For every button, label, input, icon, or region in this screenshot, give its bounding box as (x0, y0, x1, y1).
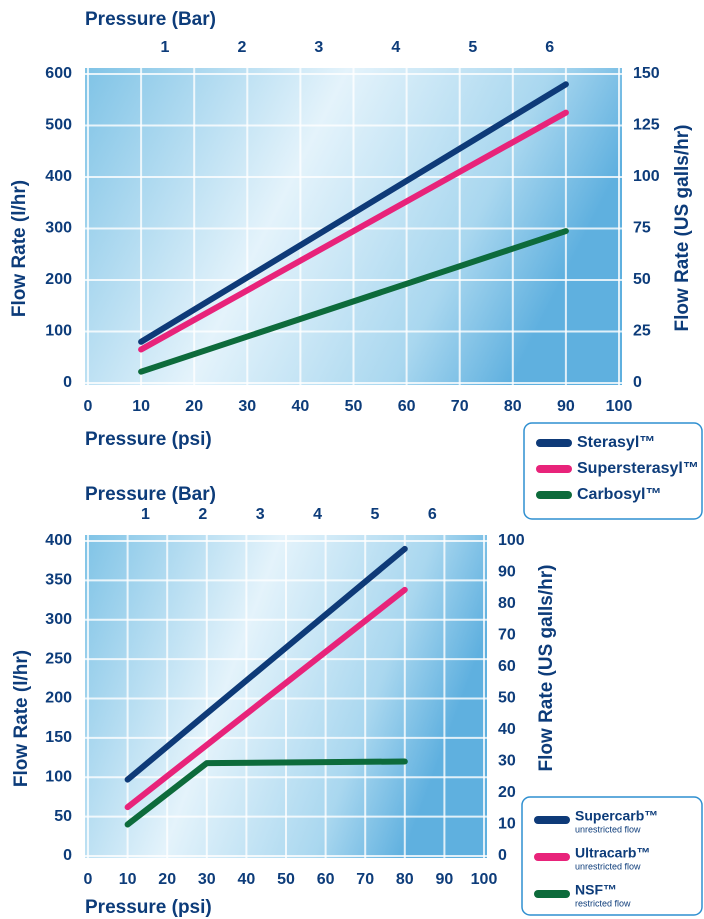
x2-tick-label: 5 (371, 506, 380, 523)
x2-tick-label: 6 (545, 39, 554, 56)
x-tick-label: 0 (84, 871, 93, 888)
x-tick-label: 50 (277, 871, 295, 888)
x-tick-label: 80 (396, 871, 414, 888)
x-tick-label: 100 (606, 398, 633, 415)
legend-label: Carbosyl™ (577, 486, 661, 503)
y-tick-label: 0 (63, 847, 72, 864)
legend-label: Ultracarb™ (575, 845, 650, 861)
y-tick-label: 150 (45, 729, 72, 746)
y2-tick-label: 150 (633, 65, 660, 82)
x2-tick-label: 1 (141, 506, 150, 523)
y2-tick-label: 80 (498, 595, 516, 612)
y-tick-label: 100 (45, 768, 72, 785)
x-axis-title: Pressure (psi) (85, 429, 212, 450)
y2-tick-label: 50 (498, 690, 516, 707)
series-line (138, 109, 569, 353)
legend-sublabel: unrestricted flow (575, 861, 641, 871)
y2-tick-label: 50 (633, 271, 651, 288)
y2-tick-label: 100 (498, 532, 525, 549)
y-tick-label: 250 (45, 650, 72, 667)
y-axis-title: Flow Rate (l/hr) (9, 180, 30, 317)
y2-tick-label: 0 (633, 374, 642, 391)
x-tick-label: 40 (238, 871, 256, 888)
y2-tick-label: 0 (498, 847, 507, 864)
y2-tick-label: 60 (498, 658, 516, 675)
y-tick-label: 350 (45, 572, 72, 589)
x-tick-label: 0 (84, 398, 93, 415)
y2-tick-label: 30 (498, 753, 516, 770)
x2-tick-label: 2 (198, 506, 207, 523)
x2-axis-title: Pressure (Bar) (85, 484, 216, 505)
series-line (124, 545, 408, 783)
y2-axis-title: Flow Rate (US galls/hr) (536, 565, 557, 772)
y-tick-label: 300 (45, 611, 72, 628)
y-tick-label: 300 (45, 220, 72, 237)
legend-label: Supersterasyl™ (577, 460, 699, 477)
y2-tick-label: 20 (498, 784, 516, 801)
x-tick-label: 30 (238, 398, 256, 415)
series-line (124, 758, 408, 828)
x-tick-label: 80 (504, 398, 522, 415)
y2-tick-label: 100 (633, 168, 660, 185)
x-tick-label: 60 (317, 871, 335, 888)
y-tick-label: 100 (45, 323, 72, 340)
y-tick-label: 50 (54, 808, 72, 825)
x2-tick-label: 2 (237, 39, 246, 56)
x-tick-label: 90 (557, 398, 575, 415)
x2-tick-label: 6 (428, 506, 437, 523)
x2-tick-label: 5 (468, 39, 477, 56)
legend-sublabel: unrestricted flow (575, 824, 641, 834)
legend-box (521, 796, 703, 916)
x-tick-label: 100 (471, 871, 498, 888)
y-axis-title: Flow Rate (l/hr) (11, 650, 32, 787)
x-tick-label: 70 (451, 398, 469, 415)
y2-tick-label: 75 (633, 220, 651, 237)
y2-tick-label: 125 (633, 117, 660, 134)
x-tick-label: 90 (436, 871, 454, 888)
x-tick-label: 10 (132, 398, 150, 415)
y2-tick-label: 40 (498, 721, 516, 738)
series-line (138, 228, 569, 375)
x-tick-label: 40 (292, 398, 310, 415)
x-tick-label: 60 (398, 398, 416, 415)
x-tick-label: 10 (119, 871, 137, 888)
y2-tick-label: 25 (633, 323, 651, 340)
series-line (138, 81, 569, 345)
legend-label: Supercarb™ (575, 808, 658, 824)
x-tick-label: 70 (356, 871, 374, 888)
y-tick-label: 600 (45, 65, 72, 82)
x-axis-title: Pressure (psi) (85, 897, 212, 918)
y2-tick-label: 70 (498, 627, 516, 644)
x2-axis-title: Pressure (Bar) (85, 9, 216, 30)
x-tick-label: 20 (185, 398, 203, 415)
y-tick-label: 400 (45, 532, 72, 549)
x-tick-label: 30 (198, 871, 216, 888)
y2-tick-label: 10 (498, 816, 516, 833)
x2-tick-label: 3 (256, 506, 265, 523)
x2-tick-label: 3 (314, 39, 323, 56)
x2-tick-label: 4 (313, 506, 322, 523)
y-tick-label: 0 (63, 374, 72, 391)
y-tick-label: 200 (45, 690, 72, 707)
series-line (124, 586, 408, 811)
y-tick-label: 200 (45, 271, 72, 288)
y2-axis-title: Flow Rate (US galls/hr) (672, 125, 693, 332)
legend-label: Sterasyl™ (577, 434, 655, 451)
legend-label: NSF™ (575, 882, 617, 898)
x-tick-label: 20 (158, 871, 176, 888)
x2-tick-label: 4 (391, 39, 400, 56)
x-tick-label: 50 (345, 398, 363, 415)
y-tick-label: 500 (45, 117, 72, 134)
y2-tick-label: 90 (498, 564, 516, 581)
x2-tick-label: 1 (161, 39, 170, 56)
legend-sublabel: restricted flow (575, 898, 631, 908)
y-tick-label: 400 (45, 168, 72, 185)
